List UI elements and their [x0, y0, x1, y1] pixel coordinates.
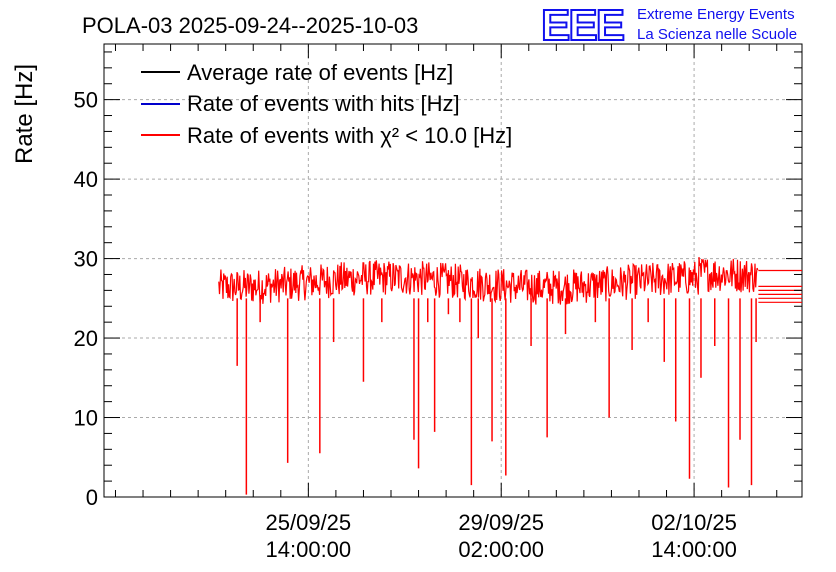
logo-line-2: La Scienza nelle Scuole	[637, 26, 797, 43]
y-tick-label: 10	[74, 406, 98, 431]
eee-logo: EEE Extreme Energy Events La Scienza nel…	[540, 0, 797, 51]
x-tick-time: 02:00:00	[458, 537, 544, 562]
y-tick-label: 0	[86, 485, 98, 510]
x-tick-date: 25/09/25	[266, 510, 352, 535]
y-tick-label: 20	[74, 326, 98, 351]
eee-logo-text: EEE	[541, 1, 624, 50]
logo-line-1: Extreme Energy Events	[637, 6, 795, 23]
x-tick-time: 14:00:00	[266, 537, 352, 562]
chart-title: POLA-03 2025-09-24--2025-10-03	[82, 13, 418, 38]
x-tick-date: 29/09/25	[458, 510, 544, 535]
y-tick-label: 40	[74, 167, 98, 192]
y-tick-label: 50	[74, 88, 98, 113]
y-axis-label: Rate [Hz]	[11, 64, 38, 164]
grid	[104, 44, 802, 497]
series-chi2-line	[218, 256, 759, 305]
axes: 0102030405025/09/2514:00:0029/09/2502:00…	[74, 44, 802, 562]
legend-label-chi2: Rate of events with χ² < 10.0 [Hz]	[187, 123, 512, 148]
legend-label-average: Average rate of events [Hz]	[187, 60, 453, 85]
legend-label-hits: Rate of events with hits [Hz]	[187, 91, 460, 116]
x-tick-time: 14:00:00	[651, 537, 737, 562]
series-group	[218, 256, 802, 495]
y-tick-label: 30	[74, 247, 98, 272]
x-tick-date: 02/10/25	[651, 510, 737, 535]
legend: Average rate of events [Hz] Rate of even…	[141, 60, 512, 148]
